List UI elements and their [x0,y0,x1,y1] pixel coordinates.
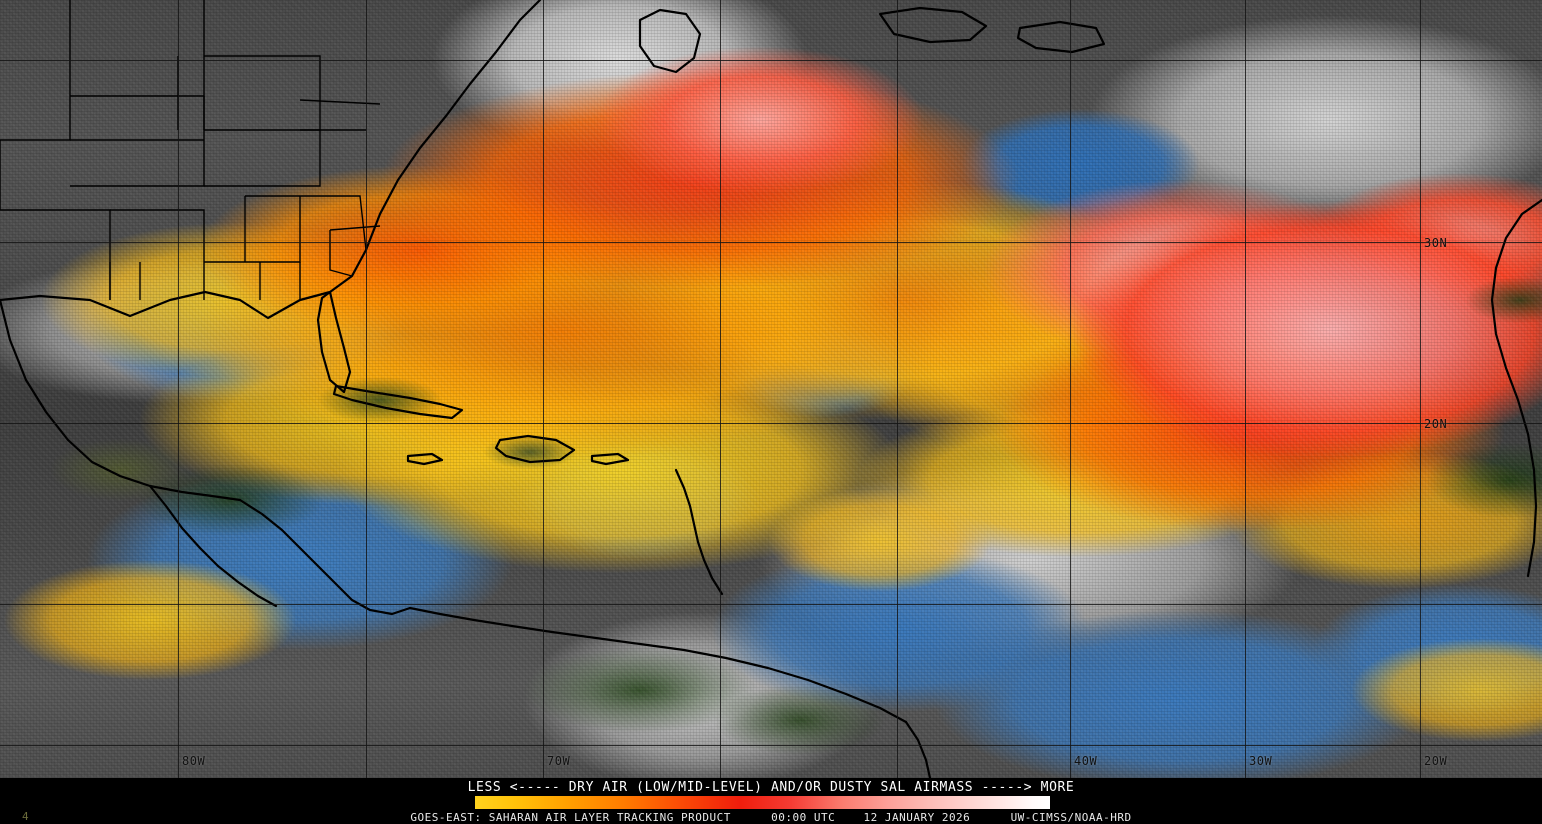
product-date: 12 JANUARY 2026 [863,811,971,824]
product-footer: LESS <----- DRY AIR (LOW/MID-LEVEL) AND/… [0,778,1542,824]
product-time: 00:00 UTC [771,811,836,824]
colorbar-caption: LESS <----- DRY AIR (LOW/MID-LEVEL) AND/… [467,780,1075,795]
satellite-map: 30N 20N 80W 70W 40W 30W 20W [0,0,1542,778]
product-title: GOES-EAST: SAHARAN AIR LAYER TRACKING PR… [410,811,731,824]
pixel-speckle-texture [0,0,1542,778]
product-attribution: UW-CIMSS/NOAA-HRD [1010,811,1132,824]
product-metadata-line: GOES-EAST: SAHARAN AIR LAYER TRACKING PR… [0,811,1542,824]
frame-number-label: 4 [22,810,29,823]
sal-intensity-colorbar [475,796,1050,809]
